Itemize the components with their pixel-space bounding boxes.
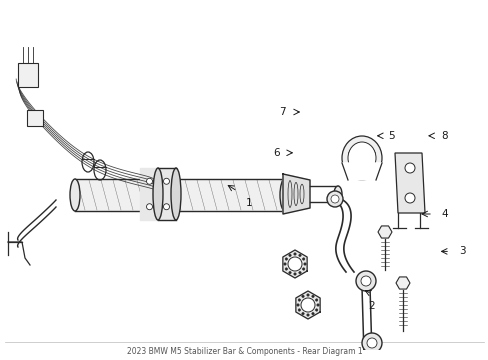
Polygon shape	[282, 250, 306, 278]
Text: 2023 BMW M5 Stabilizer Bar & Components - Rear Diagram 1: 2023 BMW M5 Stabilizer Bar & Components …	[126, 347, 362, 356]
Ellipse shape	[306, 314, 308, 316]
Ellipse shape	[311, 295, 314, 297]
Ellipse shape	[361, 333, 381, 353]
Ellipse shape	[360, 276, 370, 286]
Bar	[18, 63, 38, 87]
Ellipse shape	[146, 178, 152, 184]
Ellipse shape	[293, 253, 296, 255]
Polygon shape	[283, 174, 309, 214]
Ellipse shape	[287, 257, 302, 271]
Ellipse shape	[347, 142, 375, 174]
Ellipse shape	[280, 179, 289, 211]
Ellipse shape	[333, 186, 341, 202]
Ellipse shape	[146, 204, 152, 210]
Text: 8: 8	[441, 131, 447, 141]
Ellipse shape	[311, 312, 314, 315]
Ellipse shape	[163, 204, 169, 210]
Ellipse shape	[283, 263, 285, 265]
Text: 4: 4	[441, 209, 447, 219]
Polygon shape	[341, 163, 381, 180]
Polygon shape	[295, 291, 320, 319]
Ellipse shape	[288, 254, 291, 257]
Ellipse shape	[298, 309, 300, 311]
Ellipse shape	[366, 338, 376, 348]
Ellipse shape	[303, 263, 305, 265]
Polygon shape	[377, 226, 391, 238]
Ellipse shape	[316, 304, 319, 306]
Text: 3: 3	[458, 246, 465, 256]
Ellipse shape	[330, 195, 338, 203]
Text: 1: 1	[245, 198, 252, 208]
Ellipse shape	[326, 191, 342, 207]
Ellipse shape	[404, 193, 414, 203]
Text: 7: 7	[279, 107, 285, 117]
Ellipse shape	[293, 273, 296, 275]
Ellipse shape	[285, 258, 287, 260]
Ellipse shape	[298, 299, 300, 301]
Ellipse shape	[288, 271, 291, 274]
Polygon shape	[140, 168, 176, 220]
Ellipse shape	[163, 178, 169, 184]
Text: 2: 2	[367, 301, 374, 311]
Ellipse shape	[315, 309, 317, 311]
Ellipse shape	[285, 268, 287, 270]
Text: 5: 5	[387, 131, 394, 141]
Ellipse shape	[298, 254, 301, 257]
Ellipse shape	[315, 299, 317, 301]
Polygon shape	[394, 153, 424, 213]
Ellipse shape	[301, 295, 304, 297]
Bar	[27, 110, 43, 126]
Ellipse shape	[171, 168, 181, 220]
Ellipse shape	[355, 271, 375, 291]
Ellipse shape	[302, 258, 304, 260]
Ellipse shape	[70, 179, 80, 211]
Ellipse shape	[301, 298, 314, 312]
Ellipse shape	[341, 136, 381, 180]
Ellipse shape	[306, 294, 308, 296]
Ellipse shape	[296, 304, 299, 306]
Text: 6: 6	[272, 148, 279, 158]
Ellipse shape	[302, 268, 304, 270]
Ellipse shape	[404, 163, 414, 173]
Ellipse shape	[298, 271, 301, 274]
Polygon shape	[395, 277, 409, 289]
Ellipse shape	[301, 312, 304, 315]
Ellipse shape	[153, 168, 163, 220]
